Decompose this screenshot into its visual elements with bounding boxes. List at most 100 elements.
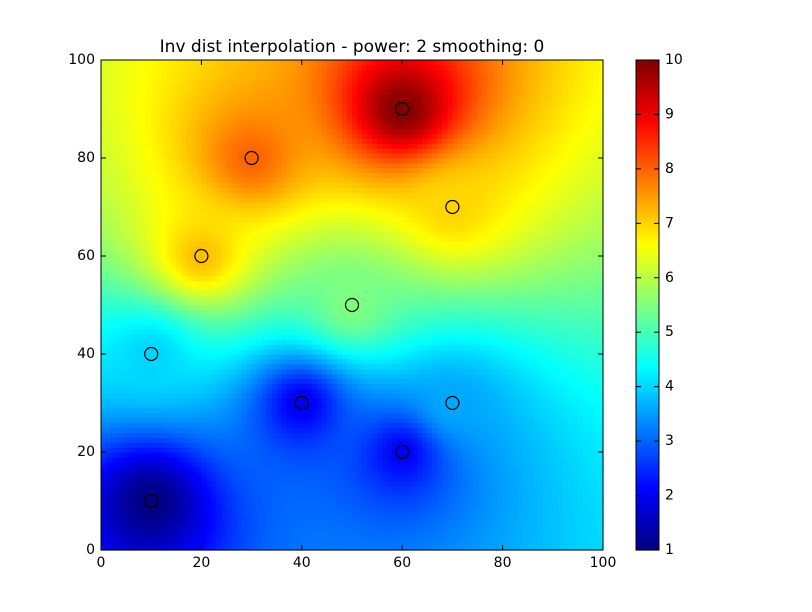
field-cell: [517, 388, 524, 394]
field-cell: [577, 403, 584, 409]
field-cell: [407, 422, 413, 429]
field-cell: [146, 319, 152, 326]
field-cell: [191, 466, 197, 473]
field-cell: [181, 452, 187, 458]
field-cell: [226, 403, 233, 409]
field-cell: [467, 407, 474, 414]
field-cell: [397, 403, 403, 409]
field-cell: [336, 388, 343, 394]
field-cell: [131, 412, 137, 419]
field-cell: [352, 540, 358, 546]
field-cell: [362, 501, 368, 507]
field-cell: [517, 378, 524, 384]
field-cell: [221, 461, 228, 468]
field-cell: [497, 456, 504, 463]
field-cell: [547, 481, 554, 487]
field-cell: [226, 505, 233, 512]
field-cell: [402, 471, 408, 478]
field-cell: [276, 378, 283, 384]
field-cell: [281, 545, 288, 551]
field-cell: [286, 403, 293, 409]
field-cell: [141, 368, 147, 375]
field-cell: [437, 466, 443, 473]
field-cell: [161, 339, 167, 345]
field-cell: [472, 329, 479, 335]
field-cell: [206, 398, 213, 404]
field-cell: [201, 393, 208, 399]
field-cell: [567, 305, 574, 311]
field-cell: [507, 403, 514, 409]
field-cell: [397, 481, 403, 487]
field-cell: [457, 466, 464, 473]
field-cell: [437, 354, 443, 360]
field-cell: [106, 388, 112, 394]
field-cell: [432, 349, 438, 355]
field-cell: [321, 540, 328, 546]
field-cell: [271, 530, 278, 536]
field-cell: [171, 309, 177, 316]
field-cell: [387, 535, 393, 541]
field-cell: [582, 432, 589, 438]
field-cell: [131, 422, 137, 429]
field-cell: [201, 476, 208, 482]
field-cell: [572, 334, 579, 340]
field-cell: [422, 535, 428, 541]
field-cell: [372, 530, 378, 536]
field-cell: [341, 545, 348, 551]
field-cell: [321, 466, 328, 473]
field-cell: [402, 354, 408, 360]
field-cell: [597, 535, 604, 541]
field-cell: [462, 358, 469, 365]
field-cell: [201, 520, 208, 527]
field-cell: [336, 305, 343, 311]
field-cell: [266, 476, 273, 482]
field-cell: [557, 398, 564, 404]
field-cell: [382, 349, 388, 355]
field-cell: [512, 339, 519, 345]
field-cell: [291, 456, 298, 463]
field-cell: [552, 501, 559, 507]
field-cell: [552, 383, 559, 389]
field-cell: [462, 442, 469, 448]
field-cell: [507, 314, 514, 321]
field-cell: [241, 466, 248, 473]
field-cell: [146, 378, 152, 384]
field-cell: [301, 324, 308, 331]
field-cell: [111, 520, 117, 527]
field-cell: [367, 452, 373, 458]
field-cell: [587, 383, 594, 389]
field-cell: [502, 383, 509, 389]
field-cell: [497, 358, 504, 365]
field-cell: [331, 314, 338, 321]
field-cell: [101, 466, 107, 473]
field-cell: [146, 305, 152, 311]
field-cell: [126, 515, 132, 522]
field-cell: [382, 447, 388, 453]
field-cell: [326, 368, 333, 375]
field-cell: [497, 412, 504, 419]
field-cell: [412, 525, 418, 531]
field-cell: [316, 393, 323, 399]
field-cell: [126, 349, 132, 355]
field-cell: [362, 393, 368, 399]
field-cell: [116, 535, 122, 541]
field-cell: [231, 373, 238, 380]
field-cell: [116, 378, 122, 384]
field-cell: [121, 339, 127, 345]
field-cell: [101, 324, 107, 331]
field-cell: [522, 324, 529, 331]
field-cell: [336, 407, 343, 414]
field-cell: [206, 417, 213, 424]
field-cell: [517, 491, 524, 497]
field-cell: [166, 491, 172, 497]
field-cell: [136, 447, 142, 453]
field-cell: [181, 422, 187, 429]
field-cell: [176, 339, 182, 345]
field-cell: [221, 466, 228, 473]
field-cell: [186, 378, 192, 384]
field-cell: [196, 466, 202, 473]
field-cell: [592, 319, 599, 326]
field-cell: [447, 471, 453, 478]
field-cell: [201, 403, 208, 409]
field-cell: [407, 373, 413, 380]
